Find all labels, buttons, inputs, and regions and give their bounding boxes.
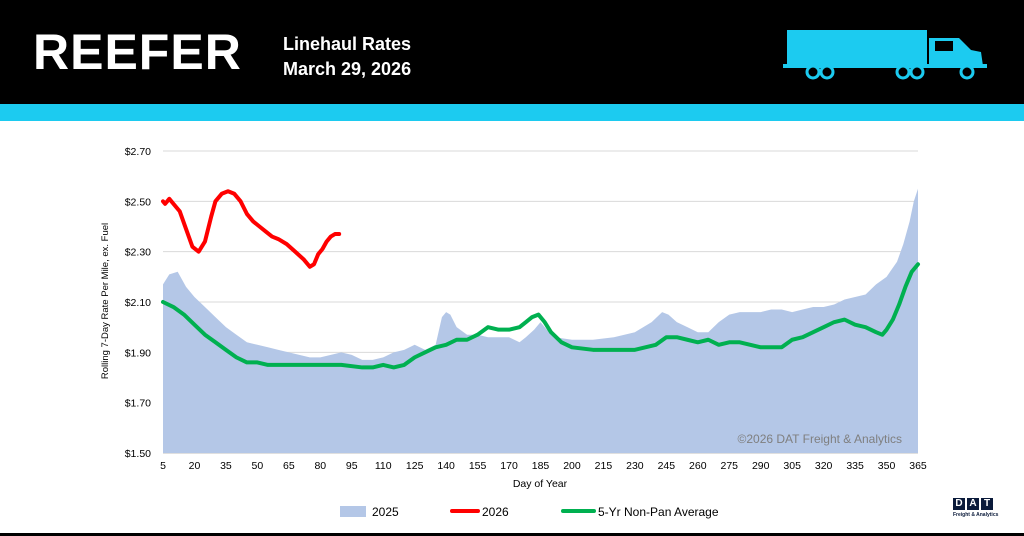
page-title: REEFER: [33, 24, 242, 80]
x-tick-label: 170: [500, 460, 518, 472]
x-tick-label: 305: [783, 460, 801, 472]
x-tick-label: 5: [160, 460, 166, 472]
subtitle-date: March 29, 2026: [283, 59, 412, 79]
x-tick-label: 230: [626, 460, 644, 472]
x-tick-label: 50: [252, 460, 264, 472]
y-tick-label: $1.70: [125, 398, 151, 410]
x-tick-label: 35: [220, 460, 232, 472]
y-tick-label: $2.30: [125, 247, 151, 259]
y-tick-label: $2.50: [125, 196, 151, 208]
x-tick-label: 275: [720, 460, 738, 472]
x-tick-label: 260: [689, 460, 707, 472]
footer-rule: [0, 533, 1024, 536]
x-tick-label: 335: [846, 460, 864, 472]
subtitle-linehaul: Linehaul Rates: [283, 34, 412, 54]
legend-2026-label: 2026: [482, 505, 509, 519]
dat-logo-tagline: Freight & Analytics: [953, 512, 999, 518]
series-2026-line: [161, 189, 342, 269]
x-tick-label: 185: [532, 460, 550, 472]
x-tick-label: 320: [815, 460, 833, 472]
x-tick-label: 350: [878, 460, 896, 472]
x-tick-label: 140: [437, 460, 455, 472]
x-tick-label: 95: [346, 460, 358, 472]
legend-2025-swatch: [340, 506, 366, 517]
x-tick-label: 200: [563, 460, 581, 472]
chart-watermark: ©2026 DAT Freight & Analytics: [738, 432, 902, 446]
x-tick-label: 65: [283, 460, 295, 472]
legend-5yr-average-label: 5-Yr Non-Pan Average: [598, 505, 719, 519]
y-tick-label: $2.70: [125, 146, 151, 158]
x-tick-label: 80: [314, 460, 326, 472]
legend-2025-label: 2025: [372, 505, 399, 519]
x-tick-label: 245: [658, 460, 676, 472]
x-tick-label: 110: [375, 460, 392, 472]
x-tick-label: 215: [595, 460, 613, 472]
series-5yr-average-line: [161, 262, 920, 370]
x-tick-label: 365: [909, 460, 927, 472]
series-2025-area: [163, 188, 918, 453]
x-tick-label: 20: [189, 460, 201, 472]
y-tick-label: $1.90: [125, 347, 151, 359]
x-axis-label: Day of Year: [513, 478, 568, 490]
header-accent-stripe: [0, 104, 1024, 121]
x-tick-label: 125: [406, 460, 424, 472]
truck-icon: [783, 30, 987, 80]
y-tick-label: $1.50: [125, 448, 151, 460]
x-tick-label: 155: [469, 460, 487, 472]
y-axis-label: Rolling 7-Day Rate Per Mile, ex. Fuel: [100, 223, 111, 379]
x-tick-label: 290: [752, 460, 770, 472]
chart-legend: 2025 2026 5-Yr Non-Pan Average: [340, 505, 719, 519]
y-tick-label: $2.10: [125, 297, 151, 309]
